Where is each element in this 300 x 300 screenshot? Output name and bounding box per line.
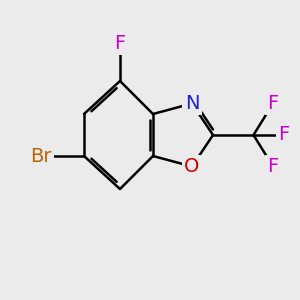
Text: F: F <box>278 125 289 145</box>
Text: N: N <box>185 94 199 113</box>
Text: O: O <box>184 157 200 176</box>
Text: F: F <box>114 34 126 53</box>
Text: Br: Br <box>30 146 51 166</box>
Text: F: F <box>267 94 279 113</box>
Text: F: F <box>267 157 279 176</box>
